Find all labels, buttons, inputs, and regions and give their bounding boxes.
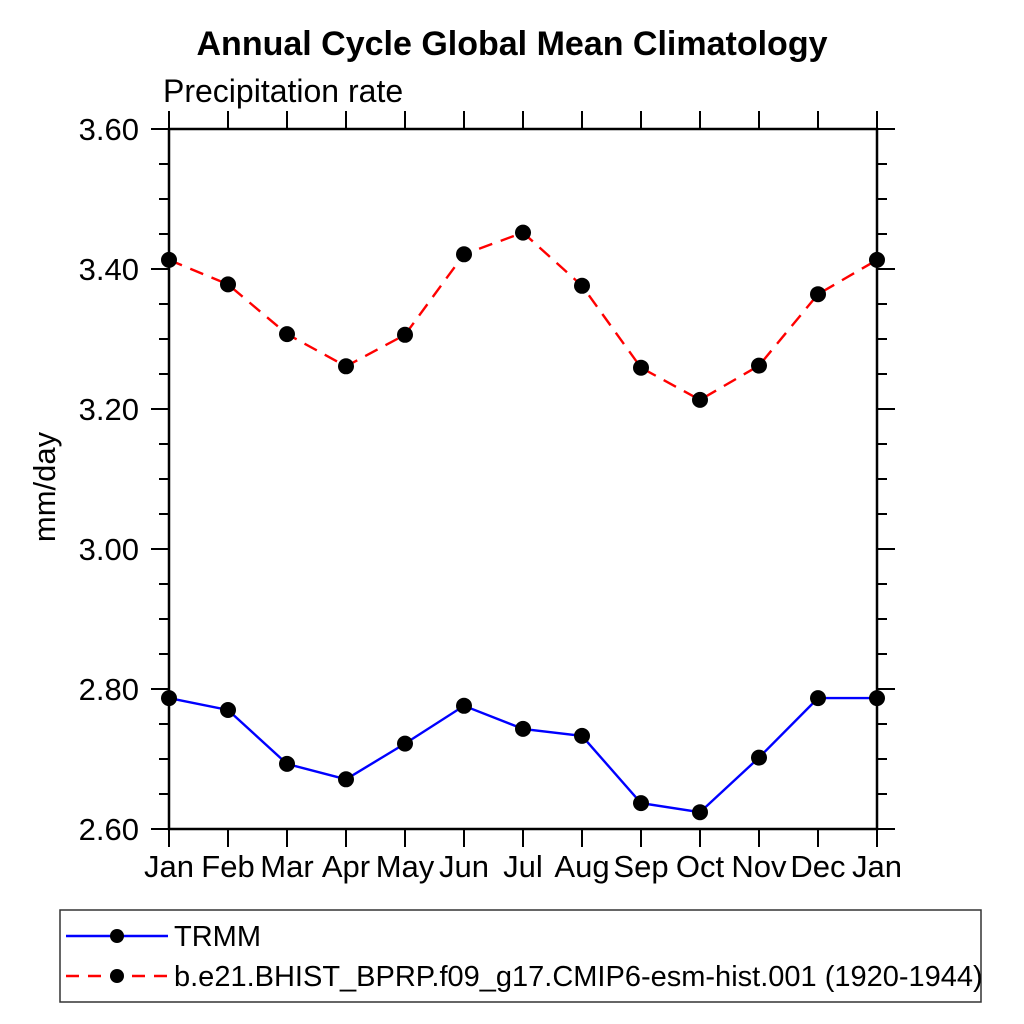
data-point-marker (633, 359, 649, 376)
data-point-marker (456, 246, 472, 263)
chart-subtitle: Precipitation rate (163, 73, 403, 109)
data-point-marker (692, 804, 708, 821)
data-point-marker (397, 326, 413, 343)
x-tick-label: Mar (260, 849, 313, 884)
data-point-marker (515, 224, 531, 241)
y-tick-label: 3.20 (79, 392, 139, 427)
chart-title: Annual Cycle Global Mean Climatology (197, 25, 828, 63)
y-tick-label: 2.80 (79, 672, 139, 707)
legend-marker (110, 969, 124, 983)
x-tick-label: May (376, 849, 435, 884)
data-point-marker (515, 720, 531, 737)
data-point-marker (456, 697, 472, 714)
x-tick-label: Apr (322, 849, 370, 884)
data-point-marker (810, 286, 826, 303)
x-tick-label: Feb (201, 849, 254, 884)
legend-entry-label: TRMM (174, 921, 261, 953)
data-point-marker (574, 727, 590, 744)
x-tick-label: Jan (144, 849, 194, 884)
series-line-1 (168, 231, 878, 402)
data-point-marker (161, 251, 177, 268)
x-tick-label: Jun (439, 849, 489, 884)
legend-box (59, 909, 982, 1003)
data-point-marker (220, 702, 236, 718)
x-tick-label: Nov (731, 849, 787, 884)
legend: TRMM b.e21.BHIST_BPRP.f09_g17.CMIP6-esm-h… (59, 909, 983, 1003)
data-point-marker (279, 755, 295, 772)
data-point-marker (810, 690, 826, 707)
data-point-marker (751, 357, 767, 374)
data-point-marker (338, 358, 354, 375)
data-point-marker (574, 277, 590, 294)
plot-frame (167, 127, 879, 831)
data-point-marker (869, 251, 885, 268)
legend-marker (110, 929, 124, 943)
data-point-marker (338, 771, 354, 788)
y-axis-label: mm/day (27, 431, 62, 542)
data-point-marker (869, 690, 885, 707)
x-tick-label: Dec (790, 849, 845, 884)
legend-entry-label: b.e21.BHIST_BPRP.f09_g17.CMIP6-esm-hist.… (174, 961, 983, 993)
x-tick-label: Jul (503, 849, 543, 884)
data-point-marker (161, 690, 177, 707)
data-point-marker (397, 735, 413, 752)
x-tick-label: Aug (554, 849, 609, 884)
data-point-marker (279, 326, 295, 343)
x-tick-label: Sep (613, 849, 668, 884)
y-tick-label: 3.00 (79, 532, 139, 567)
data-point-marker (751, 749, 767, 766)
series-line-0 (168, 696, 877, 814)
data-point-marker (692, 391, 708, 408)
y-tick-label: 3.60 (79, 112, 139, 147)
x-tick-label: Jan (852, 849, 902, 884)
y-tick-label: 2.60 (79, 812, 139, 847)
x-tick-label: Oct (676, 849, 725, 884)
data-point-marker (633, 795, 649, 812)
y-tick-label: 3.40 (79, 252, 139, 287)
data-point-marker (220, 276, 236, 293)
